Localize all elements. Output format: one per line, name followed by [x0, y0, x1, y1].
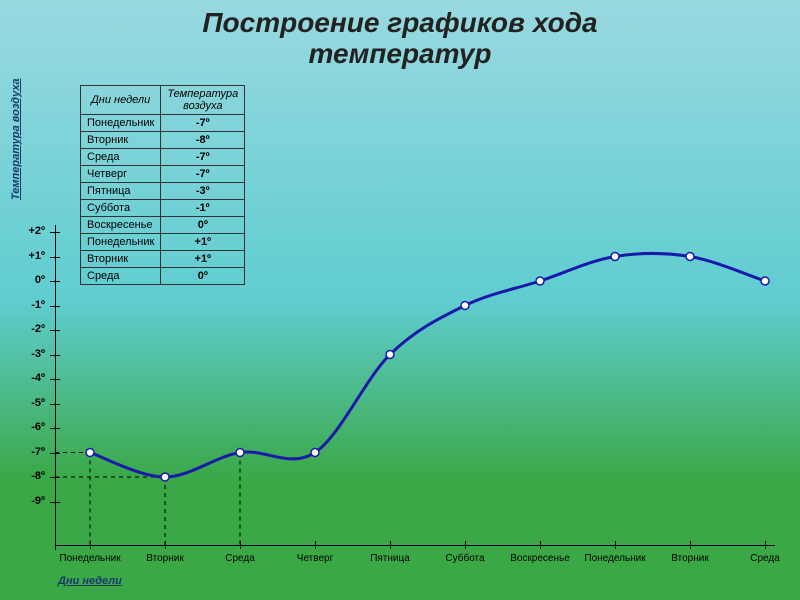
- data-point: [686, 253, 694, 261]
- data-point: [461, 302, 469, 310]
- line-chart: [0, 0, 800, 600]
- data-point: [536, 277, 544, 285]
- series-line: [90, 253, 765, 477]
- data-point: [611, 253, 619, 261]
- data-point: [86, 449, 94, 457]
- data-point: [761, 277, 769, 285]
- data-point: [311, 449, 319, 457]
- data-point: [236, 449, 244, 457]
- data-point: [386, 351, 394, 359]
- data-point: [161, 473, 169, 481]
